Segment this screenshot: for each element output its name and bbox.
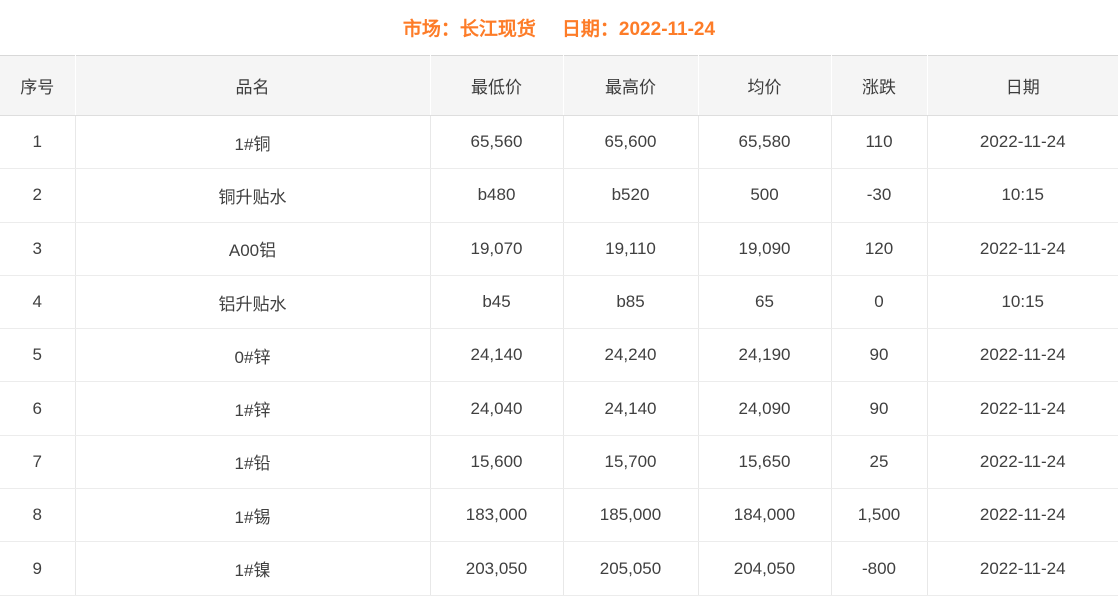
table-row: 6 1#锌 24,040 24,140 24,090 90 2022-11-24 bbox=[0, 381, 1118, 436]
cell-change: 110 bbox=[830, 115, 927, 170]
market-label: 市场：长江现货 bbox=[402, 19, 536, 40]
column-header-1: 品名 bbox=[74, 55, 430, 116]
cell-high-price: 65,600 bbox=[562, 115, 698, 170]
cell-avg-price: 24,190 bbox=[697, 328, 831, 383]
report-date-label: 日期：2022-11-24 bbox=[561, 19, 716, 40]
cell-change: 1,500 bbox=[830, 488, 927, 543]
cell-low-price: 24,140 bbox=[429, 328, 563, 383]
cell-high-price: 15,700 bbox=[562, 435, 698, 490]
cell-high-price: 24,240 bbox=[562, 328, 698, 383]
cell-change: 0 bbox=[830, 275, 927, 330]
table-row: 9 1#镍 203,050 205,050 204,050 -800 2022-11-24 bbox=[0, 541, 1118, 596]
cell-index: 2 bbox=[0, 168, 75, 223]
cell-low-price: 15,600 bbox=[429, 435, 563, 490]
cell-product-name: 0#锌 bbox=[74, 328, 430, 383]
table-header-row: 序号 品名 最低价 最高价 均价 涨跌 日期 bbox=[0, 55, 1118, 116]
cell-high-price: 205,050 bbox=[562, 541, 698, 596]
cell-low-price: b480 bbox=[429, 168, 563, 223]
cell-date: 2022-11-24 bbox=[926, 115, 1118, 170]
cell-high-price: b85 bbox=[562, 275, 698, 330]
column-header-5: 涨跌 bbox=[830, 55, 927, 116]
cell-product-name: 铜升贴水 bbox=[74, 168, 430, 223]
cell-date: 2022-11-24 bbox=[926, 381, 1118, 436]
cell-avg-price: 500 bbox=[697, 168, 831, 223]
column-header-4: 均价 bbox=[697, 55, 831, 116]
cell-high-price: 24,140 bbox=[562, 381, 698, 436]
cell-product-name: 1#锡 bbox=[74, 488, 430, 543]
cell-date: 2022-11-24 bbox=[926, 222, 1118, 276]
cell-change: -800 bbox=[830, 541, 927, 596]
cell-product-name: 1#锌 bbox=[74, 381, 430, 436]
cell-avg-price: 204,050 bbox=[697, 541, 831, 596]
cell-index: 6 bbox=[0, 381, 75, 436]
table-row: 4 铝升贴水 b45 b85 65 0 10:15 bbox=[0, 275, 1118, 330]
cell-date: 2022-11-24 bbox=[926, 488, 1118, 543]
cell-index: 8 bbox=[0, 488, 75, 543]
table-row: 1 1#铜 65,560 65,600 65,580 110 2022-11-24 bbox=[0, 115, 1118, 170]
column-header-3: 最高价 bbox=[562, 55, 698, 116]
table-row: 7 1#铅 15,600 15,700 15,650 25 2022-11-24 bbox=[0, 435, 1118, 490]
cell-avg-price: 24,090 bbox=[697, 381, 831, 436]
table-row: 5 0#锌 24,140 24,240 24,190 90 2022-11-24 bbox=[0, 328, 1118, 383]
cell-high-price: b520 bbox=[562, 168, 698, 223]
cell-high-price: 19,110 bbox=[562, 222, 698, 276]
column-header-0: 序号 bbox=[0, 55, 75, 116]
cell-index: 3 bbox=[0, 222, 75, 276]
cell-low-price: 24,040 bbox=[429, 381, 563, 436]
cell-product-name: 1#镍 bbox=[74, 541, 430, 596]
table-body: 1 1#铜 65,560 65,600 65,580 110 2022-11-24 2 铜升贴水… bbox=[0, 115, 1118, 596]
cell-index: 9 bbox=[0, 541, 75, 596]
page-title: 市场：长江现货 日期：2022-11-24 bbox=[0, 0, 1118, 55]
cell-change: 25 bbox=[830, 435, 927, 490]
cell-date: 2022-11-24 bbox=[926, 328, 1118, 383]
table-row: 2 铜升贴水 b480 b520 500 -30 10:15 bbox=[0, 168, 1118, 223]
table-header: 序号 品名 最低价 最高价 均价 涨跌 日期 bbox=[0, 55, 1118, 116]
cell-change: 90 bbox=[830, 328, 927, 383]
cell-low-price: 183,000 bbox=[429, 488, 563, 543]
cell-low-price: 203,050 bbox=[429, 541, 563, 596]
cell-low-price: 65,560 bbox=[429, 115, 563, 170]
cell-change: -30 bbox=[830, 168, 927, 223]
price-table: 序号 品名 最低价 最高价 均价 涨跌 日期 1 1#铜 65,560 65,600 65,580 1… bbox=[0, 55, 1118, 596]
cell-product-name: A00铝 bbox=[74, 222, 430, 276]
cell-index: 1 bbox=[0, 115, 75, 170]
cell-avg-price: 184,000 bbox=[697, 488, 831, 543]
column-header-6: 日期 bbox=[926, 55, 1118, 116]
cell-index: 5 bbox=[0, 328, 75, 383]
cell-date: 2022-11-24 bbox=[926, 541, 1118, 596]
cell-index: 7 bbox=[0, 435, 75, 490]
cell-low-price: b45 bbox=[429, 275, 563, 330]
cell-date: 2022-11-24 bbox=[926, 435, 1118, 490]
cell-index: 4 bbox=[0, 275, 75, 330]
cell-avg-price: 19,090 bbox=[697, 222, 831, 276]
table-row: 3 A00铝 19,070 19,110 19,090 120 2022-11-24 bbox=[0, 222, 1118, 276]
cell-product-name: 1#铅 bbox=[74, 435, 430, 490]
cell-avg-price: 65 bbox=[697, 275, 831, 330]
cell-date: 10:15 bbox=[926, 275, 1118, 330]
cell-low-price: 19,070 bbox=[429, 222, 563, 276]
cell-avg-price: 15,650 bbox=[697, 435, 831, 490]
cell-product-name: 铝升贴水 bbox=[74, 275, 430, 330]
cell-change: 120 bbox=[830, 222, 927, 276]
table-row: 8 1#锡 183,000 185,000 184,000 1,500 2022-11-24 bbox=[0, 488, 1118, 543]
cell-product-name: 1#铜 bbox=[74, 115, 430, 170]
column-header-2: 最低价 bbox=[429, 55, 563, 116]
cell-change: 90 bbox=[830, 381, 927, 436]
cell-high-price: 185,000 bbox=[562, 488, 698, 543]
cell-date: 10:15 bbox=[926, 168, 1118, 223]
cell-avg-price: 65,580 bbox=[697, 115, 831, 170]
